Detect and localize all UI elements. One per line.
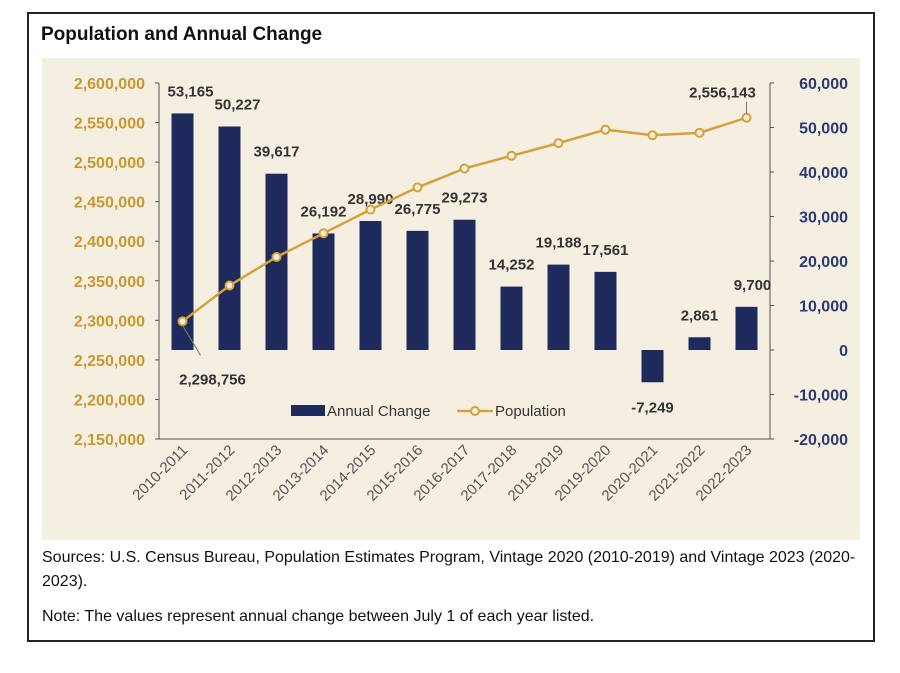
bar-value-label: 53,165: [168, 83, 214, 100]
left-axis-tick-label: 2,250,000: [74, 353, 145, 370]
left-axis-tick-label: 2,500,000: [74, 155, 145, 172]
bar-value-label: 39,617: [254, 144, 300, 161]
right-axis-tick-label: 30,000: [799, 210, 848, 227]
bar-annual-change: [641, 350, 664, 383]
population-point: [365, 204, 376, 215]
right-axis-tick-label: 0: [839, 343, 848, 360]
legend-line-marker: [470, 406, 480, 416]
left-axis-tick-label: 2,450,000: [74, 195, 145, 212]
bar-value-label: 19,188: [536, 235, 582, 252]
population-point: [741, 112, 752, 123]
left-axis-tick-label: 2,200,000: [74, 392, 145, 409]
population-last-label: 2,556,143: [689, 85, 756, 102]
bar-annual-change: [547, 264, 570, 350]
population-point: [177, 316, 188, 327]
bar-value-label: 26,775: [395, 201, 441, 218]
population-point: [224, 280, 235, 291]
bar-value-label: 2,861: [681, 307, 719, 324]
right-axis-tick-label: -20,000: [794, 432, 848, 449]
left-axis-tick-label: 2,350,000: [74, 274, 145, 291]
right-axis-tick-label: 60,000: [799, 76, 848, 93]
right-axis-tick-label: 20,000: [799, 254, 848, 271]
bar-annual-change: [453, 219, 476, 350]
population-change-chart: 2,600,000 2,550,000 2,500,000 2,450,000 2,40…: [74, 76, 848, 505]
legend-bar-swatch: [291, 405, 325, 416]
population-point: [271, 252, 282, 263]
note-text: Note: The values represent annual change…: [42, 608, 595, 625]
bar-annual-change: [500, 286, 523, 350]
bar-annual-change: [688, 337, 711, 350]
population-point: [553, 138, 564, 149]
bar-value-label: 29,273: [442, 190, 488, 207]
chart-title: Population and Annual Change: [41, 24, 323, 45]
sources-text: Sources: U.S. Census Bureau, Population …: [42, 549, 856, 590]
population-point: [506, 150, 517, 161]
bar-annual-change: [218, 126, 241, 350]
population-point: [412, 182, 423, 193]
chart-area: 2,600,000 2,550,000 2,500,000 2,450,000 2,40…: [42, 58, 860, 540]
bar-value-label: -7,249: [631, 399, 674, 416]
bar-annual-change: [171, 113, 194, 351]
bar-annual-change: [735, 306, 758, 350]
bar-annual-change: [312, 233, 335, 350]
bar-value-label: 14,252: [489, 257, 535, 274]
population-point: [647, 130, 658, 141]
bar-annual-change: [594, 271, 617, 350]
left-axis-tick-label: 2,300,000: [74, 313, 145, 330]
bar-value-label: 50,227: [215, 96, 261, 113]
right-axis-tick-label: -10,000: [794, 388, 848, 405]
population-first-label: 2,298,756: [179, 371, 246, 388]
population-point: [600, 124, 611, 135]
legend-bar-label: Annual Change: [327, 403, 430, 420]
population-point: [459, 163, 470, 174]
bar-annual-change: [406, 230, 429, 350]
right-axis-tick-label: 40,000: [799, 165, 848, 182]
left-axis-tick-label: 2,400,000: [74, 234, 145, 251]
bar-value-label: 9,700: [734, 277, 772, 294]
right-axis-tick-label: 50,000: [799, 121, 848, 138]
bar-value-label: 26,192: [301, 203, 347, 220]
left-axis-tick-label: 2,150,000: [74, 432, 145, 449]
bar-value-label: 17,561: [583, 242, 629, 259]
population-first-leader: [182, 325, 201, 356]
left-axis-tick-label: 2,550,000: [74, 116, 145, 133]
legend-line-label: Population: [495, 403, 566, 420]
population-point: [694, 127, 705, 138]
bar-annual-change: [359, 220, 382, 350]
population-point: [318, 228, 329, 239]
left-axis-tick-label: 2,600,000: [74, 76, 145, 93]
right-axis-tick-label: 10,000: [799, 299, 848, 316]
